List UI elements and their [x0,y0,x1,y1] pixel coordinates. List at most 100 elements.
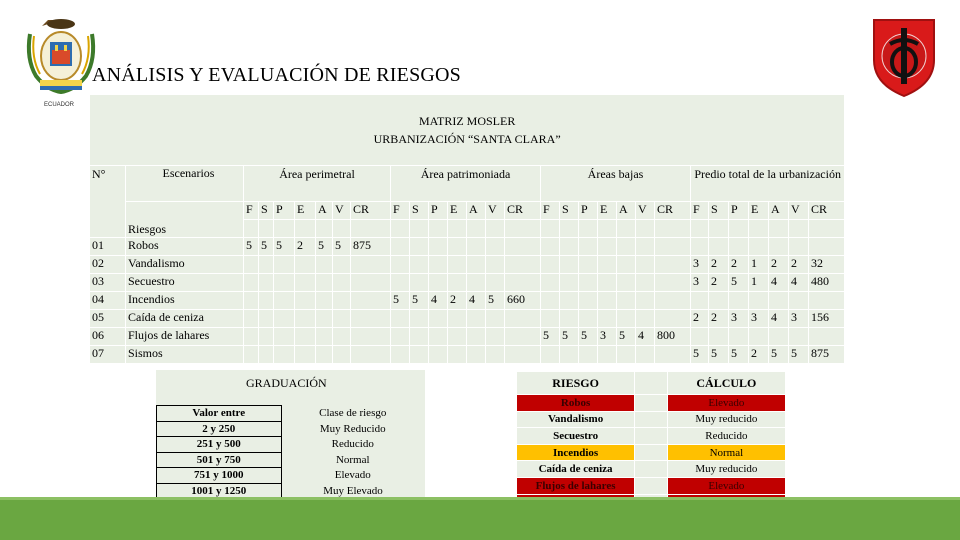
subheader-p: P [728,201,749,220]
matrix-empty-cell [273,291,295,310]
matrix-empty-cell [748,291,769,310]
matrix-empty-cell [409,309,429,328]
matrix-empty-cell [315,255,333,274]
matrix-empty-cell [294,273,316,292]
subheader-v: V [332,201,351,220]
footer-accent-line [0,497,960,500]
matrix-empty-cell [332,291,351,310]
matrix-empty-cell [409,345,429,364]
matrix-empty-cell [504,345,541,364]
graduacion-valor: 251 y 500 [156,436,282,453]
graduacion-clase: Clase de riesgo [319,407,387,420]
matrix-value-cell: 5 [485,291,505,310]
matrix-empty-cell [540,273,560,292]
matrix-empty-cell [654,291,691,310]
matrix-empty-cell [559,309,579,328]
matrix-empty-cell [447,255,467,274]
riesgo-spacer [634,460,668,478]
matrix-empty-cell [332,309,351,328]
riesgo-name: Flujos de lahares [515,476,636,495]
subheader-cr: CR [807,201,846,220]
graduacion-table: Valor entre Clase de riesgo 2 y 250 Muy Red… [156,405,425,499]
matrix-value-cell: 5 [390,291,410,310]
matrix-value-cell: 4 [466,291,486,310]
matrix-value-cell: 5 [258,237,274,256]
matrix-empty-cell [807,291,846,310]
matrix-empty-cell [504,237,541,256]
row-number: 01 [89,237,126,256]
matrix-empty-cell [315,345,333,364]
riesgos-label: Riesgos [125,201,244,238]
matrix-empty-cell [447,273,467,292]
matrix-empty-cell [635,345,655,364]
matrix-empty-cell [504,255,541,274]
riesgo-spacer [634,476,668,495]
matrix-empty-cell [485,345,505,364]
matrix-value-cell: 2 [690,309,709,328]
matrix-row: 06 Flujos de lahares 5 5 5 3 5 4 800 [89,327,846,346]
matrix-value-cell: 3 [728,309,749,328]
graduacion-title: GRADUACIÓN [246,376,327,390]
matrix-empty-cell [788,327,809,346]
crest-text: ECUADOR [44,102,75,108]
matrix-value-cell: 5 [728,345,749,364]
matrix-value-cell: 5 [243,237,259,256]
matrix-empty-cell [350,345,391,364]
calculo-value: Muy reducido [666,410,787,429]
matrix-value-cell: 5 [409,291,429,310]
subheader-cr: CR [654,201,691,220]
matrix-empty-cell [390,327,410,346]
riesgo-calculo-row: Flujos de lahares Elevado [515,476,787,495]
riesgo-calculo-row: Secuestro Reducido [515,427,787,445]
matrix-value-cell: 5 [768,345,789,364]
matrix-empty-cell [390,237,410,256]
matrix-value-cell: 3 [788,309,809,328]
matrix-row: 07 Sismos 5 5 5 2 5 5 875 [89,345,846,364]
matrix-empty-cell [466,273,486,292]
mosler-matrix-table: MATRIZ MOSLER URBANIZACIÓN “SANTA CLARA”… [88,94,846,364]
matrix-empty-cell [616,309,636,328]
matrix-empty-cell [597,273,617,292]
matrix-empty-cell [243,273,259,292]
matrix-empty-cell [485,273,505,292]
matrix-empty-cell [428,309,448,328]
matrix-empty-cell [315,273,333,292]
matrix-empty-cell [748,237,769,256]
matrix-value-cell: 2 [447,291,467,310]
matrix-empty-cell [807,327,846,346]
matrix-empty-cell [540,291,560,310]
matrix-empty-cell [768,291,789,310]
matrix-empty-cell [447,309,467,328]
matrix-empty-cell [294,291,316,310]
matrix-value-cell: 3 [597,327,617,346]
riesgo-calculo-row: Incendios Normal [515,443,787,462]
matrix-value-cell: 2 [708,255,729,274]
matrix-value-cell: 5 [540,327,560,346]
graduacion-row: Valor entre Clase de riesgo [156,405,425,422]
matrix-empty-cell [728,327,749,346]
riesgo-name: Secuestro [515,427,636,445]
subheader-v: V [485,201,505,220]
matrix-empty-cell [390,255,410,274]
subheader-a: A [315,201,333,220]
riesgo-calculo-table: RIESGO CÁLCULO Robos Elevado Vandalismo Muy… [515,371,787,512]
graduacion-row: 1001 y 1250 Muy Elevado [156,482,425,499]
risk-name: Flujos de lahares [125,327,244,346]
matrix-value-cell: 156 [807,309,846,328]
matrix-empty-cell [654,237,691,256]
matrix-empty-cell [466,327,486,346]
calculo-value: Reducido [666,427,787,445]
calculo-header: CÁLCULO [666,371,787,395]
graduacion-panel: GRADUACIÓN Valor entre Clase de riesgo 2 y… [156,370,425,499]
matrix-empty-cell [654,309,691,328]
matrix-value-cell: 875 [807,345,846,364]
riesgo-header: RIESGO [515,371,636,395]
subheader-a: A [768,201,789,220]
subheader-e: E [294,201,316,220]
matrix-empty-cell [409,273,429,292]
matrix-empty-cell [350,255,391,274]
row-number: 06 [89,327,126,346]
risk-name: Vandalismo [125,255,244,274]
graduacion-valor: 2 y 250 [156,420,282,437]
shield-emblem-logo [868,14,940,100]
